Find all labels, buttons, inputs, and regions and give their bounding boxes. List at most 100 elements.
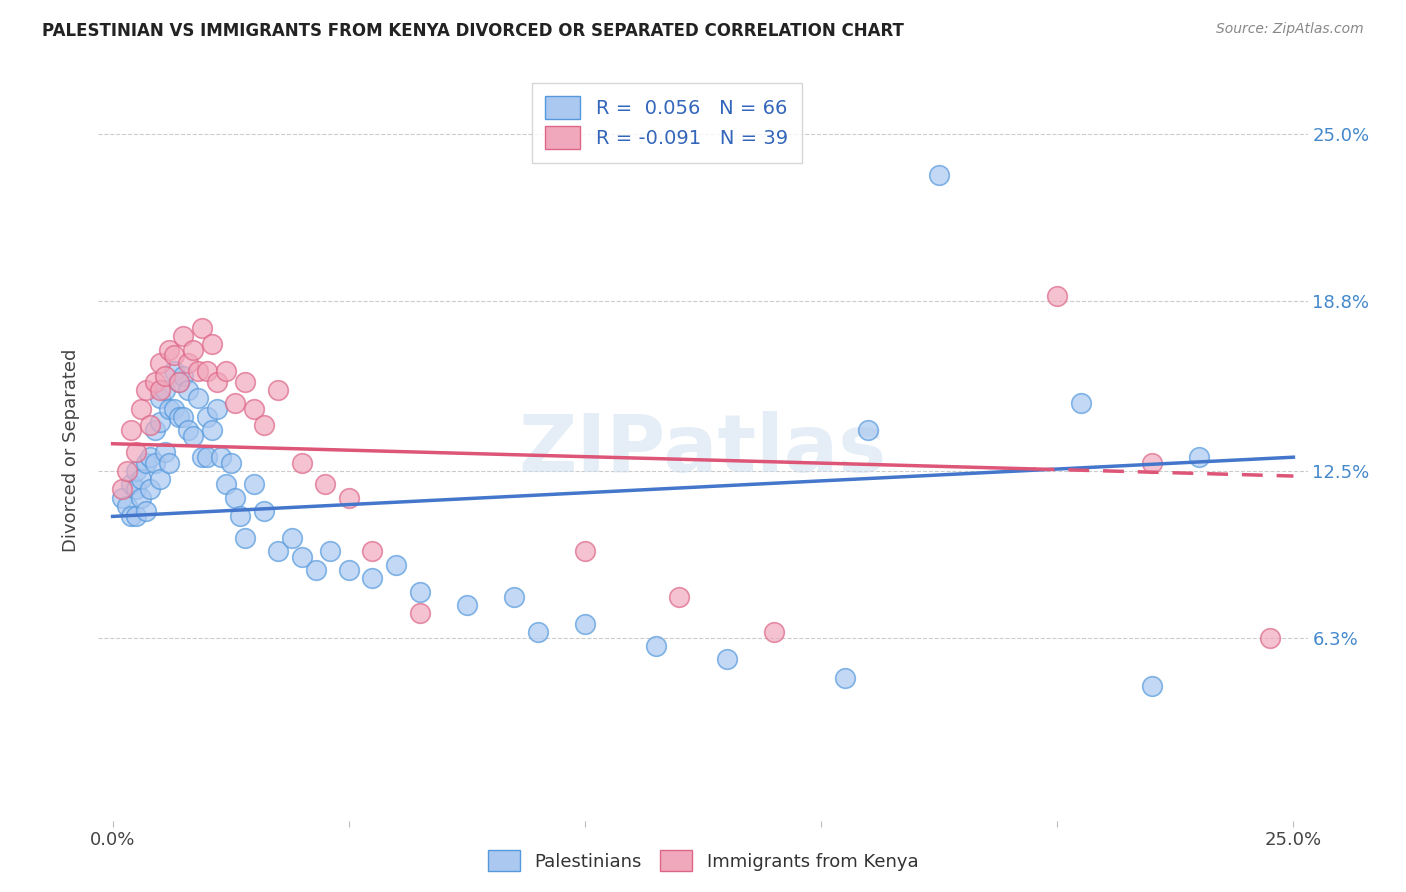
Point (408, 607, 430, 621)
Point (408, 584, 430, 599)
Point (290, 549, 312, 564)
Legend: Palestinians, Immigrants from Kenya: Palestinians, Immigrants from Kenya (481, 843, 925, 879)
Point (121, 477, 143, 491)
Point (205, 375, 228, 389)
Point (143, 456, 166, 470)
Point (167, 375, 190, 389)
Text: ZIPatlas: ZIPatlas (519, 411, 887, 490)
Point (125, 464, 148, 478)
Point (290, 456, 312, 470)
Point (314, 477, 336, 491)
Point (337, 563, 360, 577)
Point (834, 671, 856, 685)
Point (219, 456, 242, 470)
Point (337, 491, 360, 505)
Point (267, 383, 290, 397)
Point (111, 483, 134, 497)
Point (111, 491, 134, 505)
Point (1046, 288, 1069, 302)
Point (233, 531, 256, 545)
Point (305, 563, 328, 577)
Point (319, 544, 342, 558)
Point (143, 375, 166, 389)
Point (135, 504, 157, 518)
Point (153, 369, 176, 384)
Point (253, 504, 276, 518)
Point (125, 483, 148, 497)
Point (135, 383, 157, 397)
Point (385, 558, 408, 572)
Point (139, 483, 162, 497)
Point (229, 509, 252, 524)
Text: PALESTINIAN VS IMMIGRANTS FROM KENYA DIVORCED OR SEPARATED CORRELATION CHART: PALESTINIAN VS IMMIGRANTS FROM KENYA DIV… (42, 22, 904, 40)
Point (177, 356, 200, 370)
Point (172, 409, 194, 424)
Point (129, 472, 152, 486)
Point (253, 417, 276, 432)
Point (129, 401, 152, 416)
Point (195, 409, 218, 424)
Point (121, 509, 143, 524)
Point (1140, 679, 1163, 693)
Point (177, 423, 200, 437)
Point (177, 383, 200, 397)
Point (205, 401, 228, 416)
Point (1140, 456, 1163, 470)
Point (195, 450, 218, 465)
Point (215, 477, 238, 491)
Point (1070, 396, 1092, 410)
Point (172, 329, 194, 343)
Point (167, 409, 190, 424)
Point (361, 571, 384, 585)
Point (215, 364, 238, 378)
Point (115, 464, 138, 478)
Point (281, 531, 304, 545)
Point (716, 652, 738, 666)
Point (503, 590, 526, 604)
Point (125, 509, 148, 524)
Point (195, 364, 218, 378)
Point (163, 364, 186, 378)
Point (157, 343, 180, 357)
Point (201, 337, 224, 351)
Point (135, 456, 157, 470)
Point (526, 625, 548, 640)
Point (172, 369, 194, 384)
Point (139, 450, 162, 465)
Point (187, 364, 209, 378)
Point (149, 356, 172, 370)
Point (574, 617, 596, 632)
Point (574, 544, 596, 558)
Point (157, 401, 180, 416)
Point (139, 417, 162, 432)
Point (125, 445, 148, 459)
Point (149, 383, 172, 397)
Point (243, 401, 266, 416)
Point (191, 450, 214, 465)
Point (115, 499, 138, 513)
Point (191, 321, 214, 335)
Point (243, 477, 266, 491)
Point (163, 348, 186, 362)
Point (181, 343, 204, 357)
Point (153, 445, 176, 459)
Point (644, 639, 666, 653)
Point (129, 491, 152, 505)
Point (224, 396, 246, 410)
Point (668, 590, 690, 604)
Point (149, 415, 172, 429)
Point (153, 383, 176, 397)
Point (361, 544, 384, 558)
Point (149, 472, 172, 486)
Point (1258, 631, 1281, 645)
Point (1188, 450, 1211, 465)
Point (201, 423, 224, 437)
Point (858, 423, 880, 437)
Point (224, 491, 246, 505)
Point (209, 450, 232, 465)
Y-axis label: Divorced or Separated: Divorced or Separated (62, 349, 80, 552)
Point (143, 423, 166, 437)
Point (149, 391, 172, 405)
Point (163, 401, 186, 416)
Point (233, 375, 256, 389)
